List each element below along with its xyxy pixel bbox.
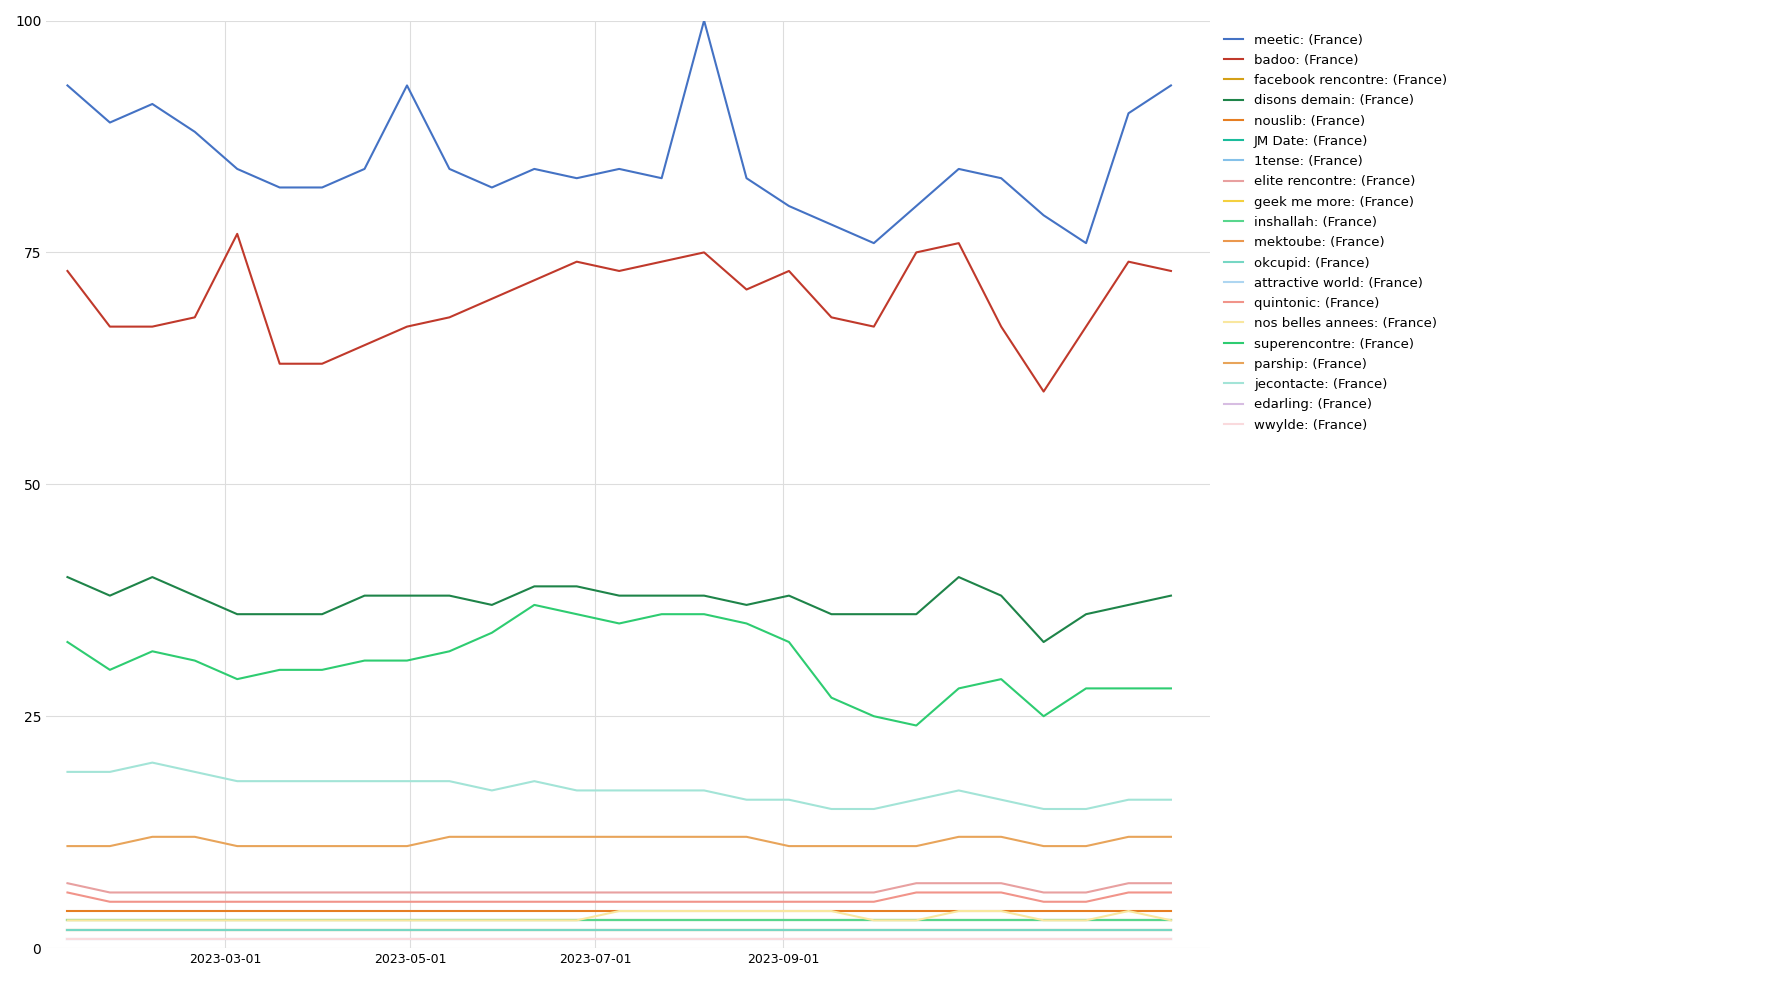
Line: superencontre: (France): superencontre: (France) — [68, 605, 1171, 726]
Line: elite rencontre: (France): elite rencontre: (France) — [68, 883, 1171, 893]
Line: disons demain: (France): disons demain: (France) — [68, 577, 1171, 642]
Line: badoo: (France): badoo: (France) — [68, 233, 1171, 391]
Line: parship: (France): parship: (France) — [68, 837, 1171, 846]
Line: quintonic: (France): quintonic: (France) — [68, 893, 1171, 902]
Line: jecontacte: (France): jecontacte: (France) — [68, 762, 1171, 809]
Line: nos belles annees: (France): nos belles annees: (France) — [68, 911, 1171, 920]
Line: meetic: (France): meetic: (France) — [68, 21, 1171, 243]
Legend: meetic: (France), badoo: (France), facebook rencontre: (France), disons demain: : meetic: (France), badoo: (France), faceb… — [1216, 27, 1454, 439]
